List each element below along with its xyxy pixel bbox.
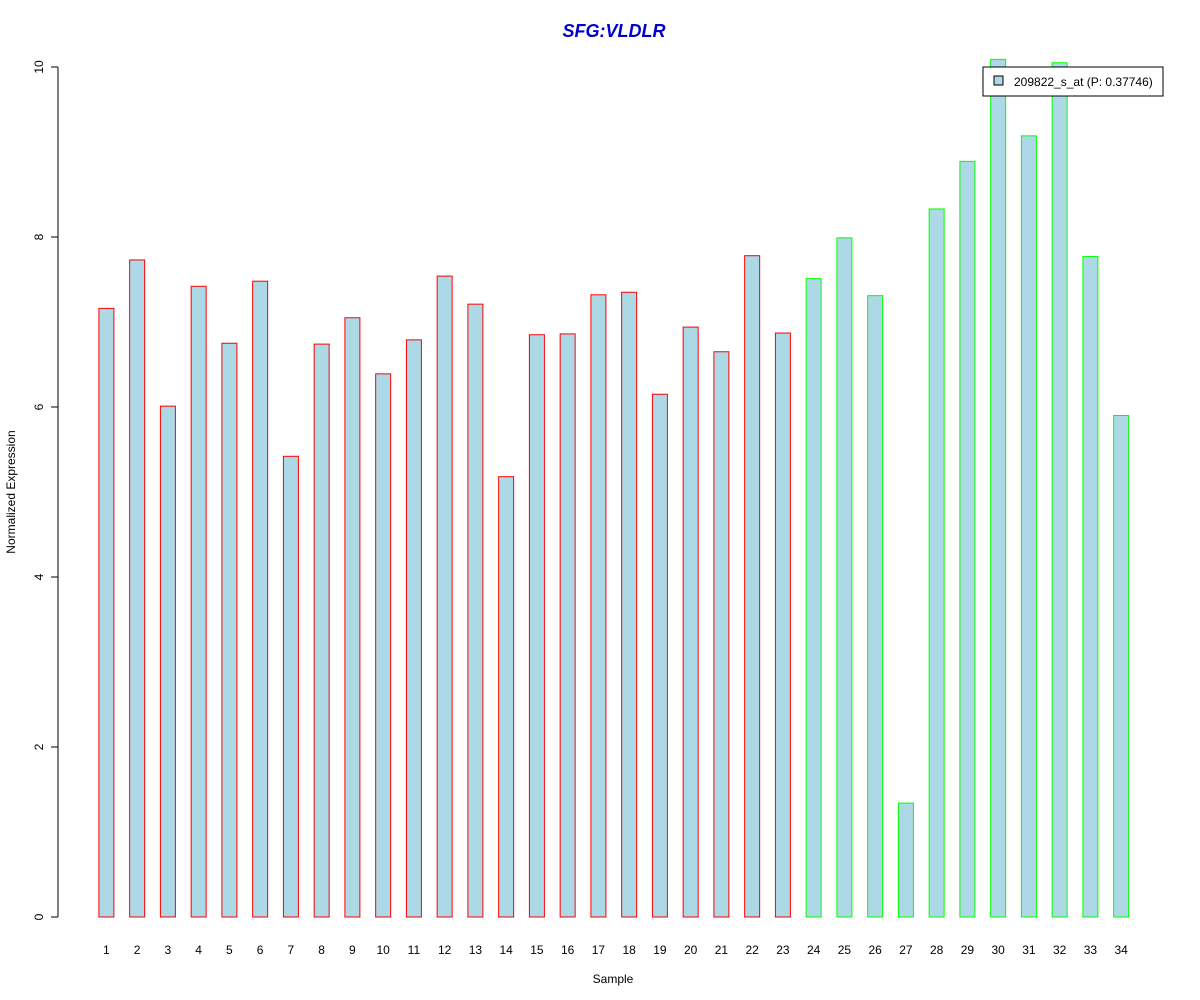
- bar-8: [313, 343, 330, 918]
- x-tick-label: 23: [776, 943, 790, 957]
- x-tick-label: 25: [838, 943, 852, 957]
- bar-13: [467, 303, 484, 918]
- x-tick-label: 33: [1084, 943, 1098, 957]
- bar-4: [190, 285, 207, 918]
- x-tick-label: 26: [868, 943, 882, 957]
- x-tick-label: 8: [318, 943, 325, 957]
- y-tick-label: 4: [32, 573, 46, 580]
- x-tick-label: 1: [103, 943, 110, 957]
- x-tick-label: 6: [257, 943, 264, 957]
- bar-9: [344, 317, 361, 918]
- bar-19: [651, 393, 668, 918]
- y-tick-label: 10: [32, 60, 46, 74]
- x-tick-label: 19: [653, 943, 667, 957]
- x-tick-label: 22: [745, 943, 759, 957]
- bar-14: [498, 476, 515, 918]
- y-tick-label: 8: [32, 233, 46, 240]
- y-tick-label: 0: [32, 913, 46, 920]
- bar-27: [897, 802, 914, 918]
- x-tick-label: 10: [376, 943, 390, 957]
- bar-18: [621, 291, 638, 918]
- bar-23: [774, 332, 791, 918]
- x-tick-label: 20: [684, 943, 698, 957]
- bar-24: [805, 278, 822, 918]
- x-tick-label: 17: [592, 943, 606, 957]
- bar-21: [713, 351, 730, 918]
- bar-30: [990, 58, 1007, 918]
- bar-5: [221, 342, 238, 918]
- x-tick-label: 12: [438, 943, 452, 957]
- x-tick-label: 3: [165, 943, 172, 957]
- x-axis-title: Sample: [593, 972, 634, 986]
- bar-28: [928, 208, 945, 918]
- x-tick-label: 27: [899, 943, 913, 957]
- bar-29: [959, 160, 976, 918]
- x-tick-label: 5: [226, 943, 233, 957]
- bar-15: [528, 334, 545, 918]
- x-tick-label: 28: [930, 943, 944, 957]
- bar-34: [1113, 415, 1130, 918]
- x-tick-label: 11: [408, 943, 421, 957]
- x-tick-label: 34: [1114, 943, 1128, 957]
- x-tick-label: 18: [622, 943, 636, 957]
- x-tick-label: 24: [807, 943, 821, 957]
- bar-6: [252, 280, 269, 918]
- bar-16: [559, 333, 576, 918]
- y-axis: 0 2 4 6 8 10: [32, 60, 59, 920]
- x-tick-label: 14: [499, 943, 513, 957]
- y-axis-title: Normalized Expression: [4, 430, 18, 553]
- bar-12: [436, 275, 453, 918]
- bar-31: [1020, 135, 1037, 918]
- legend: 209822_s_at (P: 0.37746): [982, 66, 1164, 97]
- bar-25: [836, 237, 853, 918]
- bar-7: [282, 455, 299, 918]
- x-tick-label: 31: [1022, 943, 1036, 957]
- x-tick-label: 30: [991, 943, 1005, 957]
- bar-20: [682, 326, 699, 918]
- x-tick-label: 16: [561, 943, 575, 957]
- bar-17: [590, 294, 607, 918]
- legend-label: 209822_s_at (P: 0.37746): [1014, 75, 1153, 89]
- legend-box: [982, 66, 1164, 97]
- bar-10: [375, 373, 392, 918]
- x-tick-label: 4: [195, 943, 202, 957]
- bar-1: [98, 307, 115, 918]
- x-tick-label: 7: [288, 943, 295, 957]
- legend-swatch: [993, 75, 1004, 86]
- x-tick-label: 32: [1053, 943, 1067, 957]
- bar-3: [159, 405, 176, 918]
- x-tick-label: 29: [961, 943, 975, 957]
- chart-title: SFG:VLDLR: [563, 21, 666, 41]
- bar-33: [1082, 256, 1099, 918]
- x-tick-label: 2: [134, 943, 141, 957]
- y-tick-label: 6: [32, 403, 46, 410]
- bar-2: [129, 259, 146, 918]
- x-tick-label: 21: [715, 943, 729, 957]
- x-tick-label: 15: [530, 943, 544, 957]
- bar-26: [867, 295, 884, 918]
- x-tick-label: 9: [349, 943, 356, 957]
- bar-32: [1051, 62, 1068, 918]
- y-tick-label: 2: [32, 743, 46, 750]
- bar-22: [744, 255, 761, 918]
- x-tick-labels: 1 2 3 4 5 6 7 8 9 10 11 12 13 14 15 16 17 18 19 20 21 22 23 24 2…: [103, 943, 1128, 957]
- x-tick-label: 13: [469, 943, 483, 957]
- bar-11: [405, 339, 422, 918]
- bars: [98, 58, 1130, 918]
